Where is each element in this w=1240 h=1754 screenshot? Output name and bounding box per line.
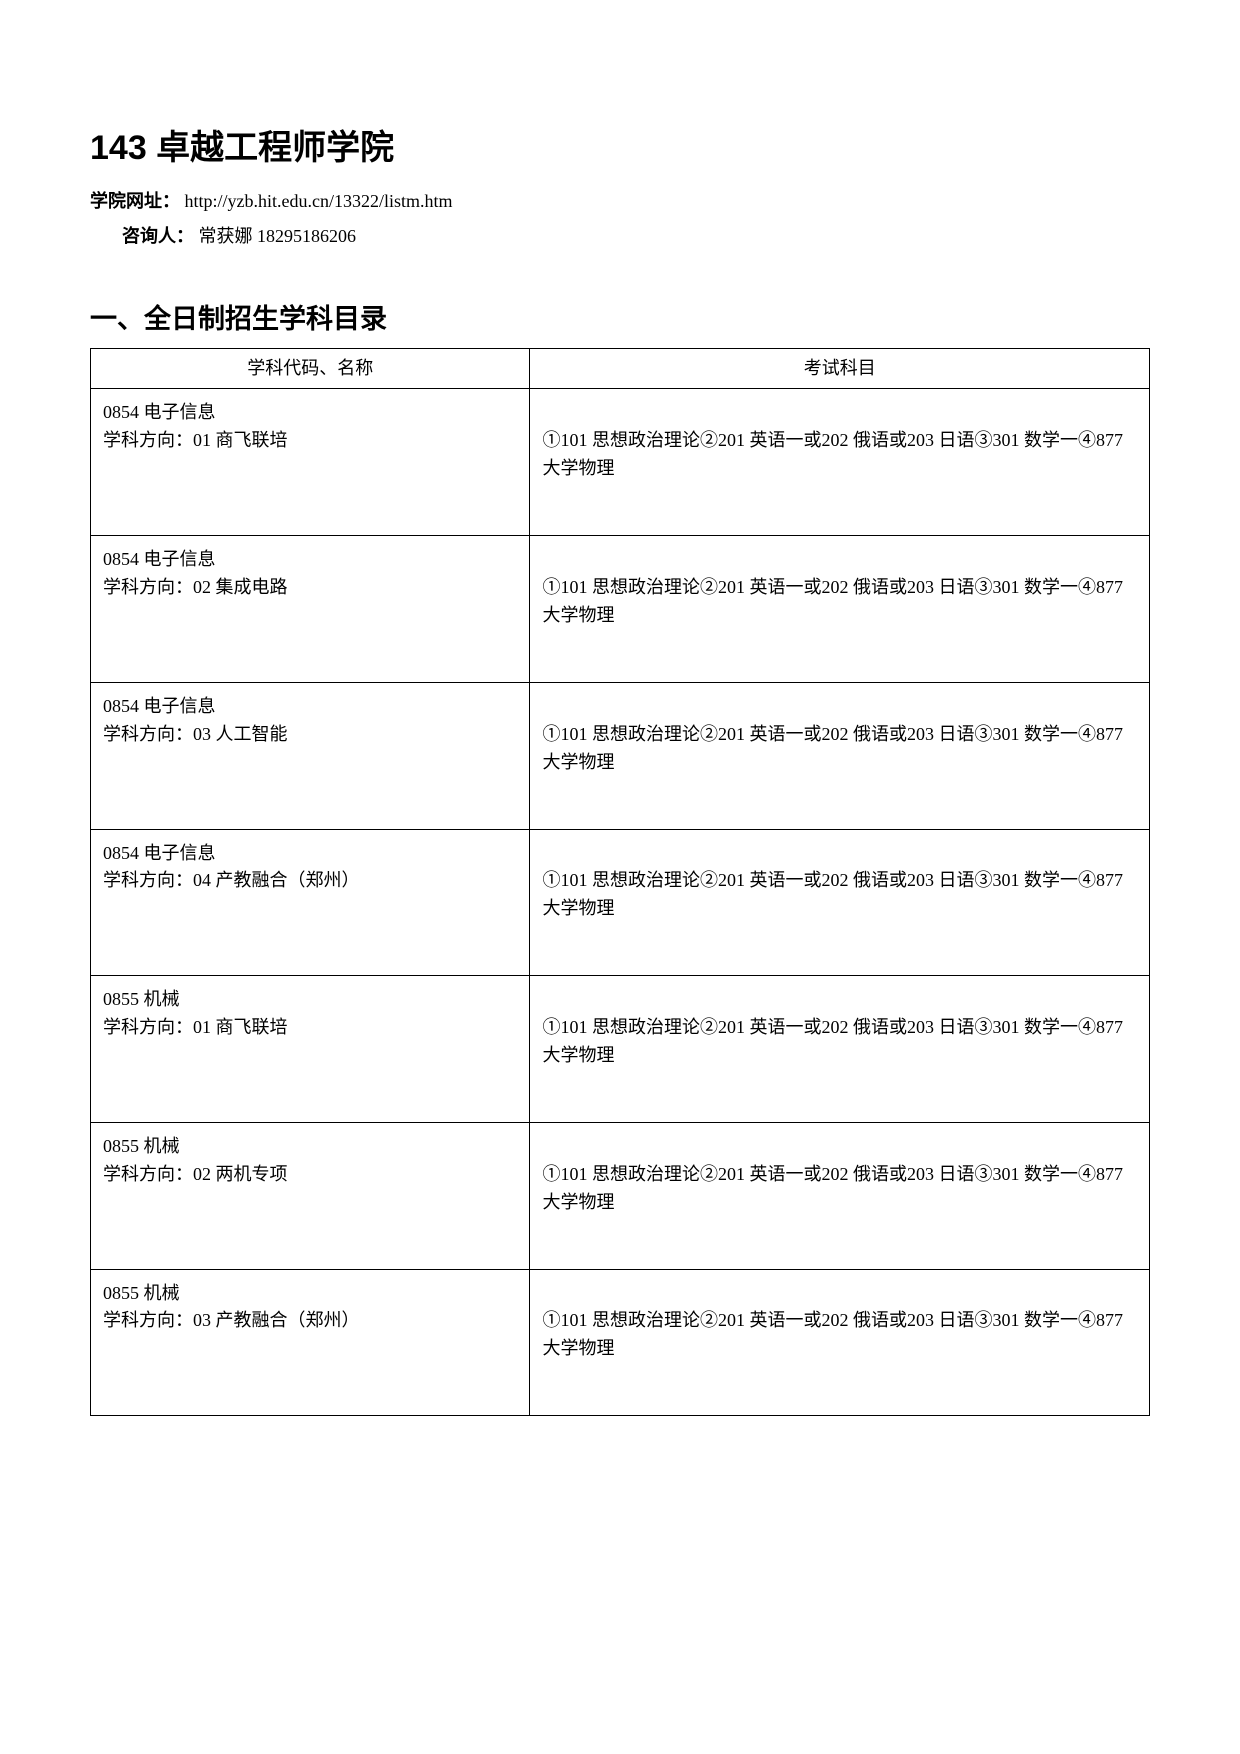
subject-code: 0855 机械 (103, 1280, 517, 1308)
subject-table: 学科代码、名称 考试科目 0854 电子信息 学科方向：01 商飞联培 ①101… (90, 348, 1150, 1417)
subject-cell: 0855 机械 学科方向：02 两机专项 (91, 1122, 530, 1269)
exam-text: ①101 思想政治理论②201 英语一或202 俄语或203 日语③301 数学… (542, 1307, 1137, 1363)
exam-text: ①101 思想政治理论②201 英语一或202 俄语或203 日语③301 数学… (542, 427, 1137, 483)
subject-cell: 0854 电子信息 学科方向：03 人工智能 (91, 682, 530, 829)
table-row: 0855 机械 学科方向：03 产教融合（郑州） ①101 思想政治理论②201… (91, 1269, 1150, 1416)
contact-value: 常获娜 18295186206 (194, 226, 356, 246)
website-line: 学院网址： http://yzb.hit.edu.cn/13322/listm.… (90, 187, 1150, 216)
subject-direction: 学科方向：02 集成电路 (103, 574, 517, 602)
exam-text: ①101 思想政治理论②201 英语一或202 俄语或203 日语③301 数学… (542, 721, 1137, 777)
exam-text: ①101 思想政治理论②201 英语一或202 俄语或203 日语③301 数学… (542, 1161, 1137, 1217)
exam-cell: ①101 思想政治理论②201 英语一或202 俄语或203 日语③301 数学… (530, 976, 1150, 1123)
subject-cell: 0854 电子信息 学科方向：02 集成电路 (91, 536, 530, 683)
exam-cell: ①101 思想政治理论②201 英语一或202 俄语或203 日语③301 数学… (530, 829, 1150, 976)
website-value: http://yzb.hit.edu.cn/13322/listm.htm (180, 191, 453, 211)
exam-text: ①101 思想政治理论②201 英语一或202 俄语或203 日语③301 数学… (542, 1014, 1137, 1070)
exam-cell: ①101 思想政治理论②201 英语一或202 俄语或203 日语③301 数学… (530, 1122, 1150, 1269)
table-row: 0854 电子信息 学科方向：04 产教融合（郑州） ①101 思想政治理论②2… (91, 829, 1150, 976)
subject-code: 0854 电子信息 (103, 840, 517, 868)
subject-code: 0855 机械 (103, 986, 517, 1014)
subject-code: 0854 电子信息 (103, 693, 517, 721)
subject-direction: 学科方向：03 产教融合（郑州） (103, 1307, 517, 1335)
header-col2: 考试科目 (530, 348, 1150, 389)
subject-code: 0855 机械 (103, 1133, 517, 1161)
subject-code: 0854 电子信息 (103, 546, 517, 574)
subject-cell: 0854 电子信息 学科方向：04 产教融合（郑州） (91, 829, 530, 976)
contact-label: 咨询人： (122, 226, 194, 246)
table-row: 0855 机械 学科方向：02 两机专项 ①101 思想政治理论②201 英语一… (91, 1122, 1150, 1269)
header-col1: 学科代码、名称 (91, 348, 530, 389)
table-row: 0855 机械 学科方向：01 商飞联培 ①101 思想政治理论②201 英语一… (91, 976, 1150, 1123)
subject-cell: 0854 电子信息 学科方向：01 商飞联培 (91, 389, 530, 536)
contact-line: 咨询人： 常获娜 18295186206 (90, 222, 1150, 251)
subject-direction: 学科方向：02 两机专项 (103, 1161, 517, 1189)
subject-cell: 0855 机械 学科方向：01 商飞联培 (91, 976, 530, 1123)
subject-direction: 学科方向：01 商飞联培 (103, 427, 517, 455)
page-title: 143 卓越工程师学院 (90, 120, 1150, 169)
subject-cell: 0855 机械 学科方向：03 产教融合（郑州） (91, 1269, 530, 1416)
exam-cell: ①101 思想政治理论②201 英语一或202 俄语或203 日语③301 数学… (530, 682, 1150, 829)
exam-text: ①101 思想政治理论②201 英语一或202 俄语或203 日语③301 数学… (542, 574, 1137, 630)
exam-cell: ①101 思想政治理论②201 英语一或202 俄语或203 日语③301 数学… (530, 1269, 1150, 1416)
subject-direction: 学科方向：01 商飞联培 (103, 1014, 517, 1042)
exam-cell: ①101 思想政治理论②201 英语一或202 俄语或203 日语③301 数学… (530, 389, 1150, 536)
subject-direction: 学科方向：04 产教融合（郑州） (103, 867, 517, 895)
table-header-row: 学科代码、名称 考试科目 (91, 348, 1150, 389)
exam-cell: ①101 思想政治理论②201 英语一或202 俄语或203 日语③301 数学… (530, 536, 1150, 683)
table-row: 0854 电子信息 学科方向：03 人工智能 ①101 思想政治理论②201 英… (91, 682, 1150, 829)
exam-text: ①101 思想政治理论②201 英语一或202 俄语或203 日语③301 数学… (542, 867, 1137, 923)
table-row: 0854 电子信息 学科方向：01 商飞联培 ①101 思想政治理论②201 英… (91, 389, 1150, 536)
subject-direction: 学科方向：03 人工智能 (103, 721, 517, 749)
section-heading: 一、全日制招生学科目录 (90, 297, 1150, 336)
table-row: 0854 电子信息 学科方向：02 集成电路 ①101 思想政治理论②201 英… (91, 536, 1150, 683)
website-label: 学院网址： (90, 191, 180, 211)
subject-code: 0854 电子信息 (103, 399, 517, 427)
